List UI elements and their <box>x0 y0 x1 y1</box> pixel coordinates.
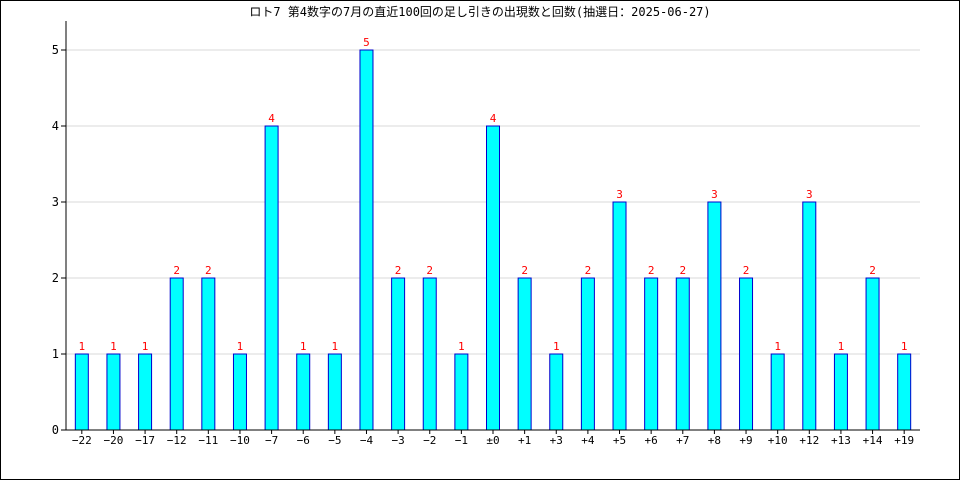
bar <box>232 353 247 431</box>
x-tick-label: −1 <box>455 434 468 447</box>
y-tick-label: 4 <box>52 119 59 133</box>
x-tick-label: −2 <box>423 434 436 447</box>
bar <box>138 353 153 431</box>
data-label: 2 <box>585 264 592 277</box>
data-label: 1 <box>142 340 149 353</box>
bar <box>169 277 184 431</box>
data-label: 1 <box>300 340 307 353</box>
data-label: 4 <box>268 112 275 125</box>
x-tick-label: −17 <box>135 434 155 447</box>
data-label: 2 <box>395 264 402 277</box>
x-tick-label: −7 <box>265 434 278 447</box>
chart-title: ロト7 第4数字の7月の直近100回の足し引きの出現数と回数(抽選日：2025-… <box>249 5 711 19</box>
x-tick-label: −3 <box>391 434 404 447</box>
bar <box>201 277 216 431</box>
bar <box>833 353 848 431</box>
data-label: 2 <box>205 264 212 277</box>
x-tick-label: +9 <box>739 434 752 447</box>
y-tick-label: 0 <box>52 423 59 437</box>
data-labels: 1 1 1 2 2 1 4 1 1 5 2 2 1 4 2 1 2 3 2 2 3 2 1 3 1 2 1 <box>79 36 908 353</box>
data-label: 5 <box>363 36 370 49</box>
x-tick-label: −20 <box>104 434 124 447</box>
bar <box>422 277 437 431</box>
x-tick-label: +10 <box>768 434 788 447</box>
x-tick-label: +12 <box>799 434 819 447</box>
data-label: 1 <box>774 340 781 353</box>
bar <box>707 201 722 431</box>
y-tick-label: 5 <box>52 43 59 57</box>
axes: 0 1 2 3 4 5 −22 −20 −17 −12 −11 −10 −7 −6 −5 −4 −3 −2 −1 ±0… <box>52 21 920 447</box>
bar <box>106 353 121 431</box>
y-tick-label: 2 <box>52 271 59 285</box>
data-label: 1 <box>110 340 117 353</box>
x-tick-label: −4 <box>360 434 374 447</box>
data-label: 1 <box>332 340 339 353</box>
data-label: 2 <box>743 264 750 277</box>
x-tick-label: +14 <box>863 434 883 447</box>
bar <box>739 277 754 431</box>
x-tick-label: −10 <box>230 434 250 447</box>
bar <box>264 125 279 431</box>
data-label: 3 <box>806 188 813 201</box>
data-label: 4 <box>490 112 497 125</box>
x-tick-label: +7 <box>676 434 689 447</box>
x-tick-label: +19 <box>894 434 914 447</box>
bar <box>391 277 406 431</box>
x-tick-label: −6 <box>297 434 310 447</box>
y-tick-label: 3 <box>52 195 59 209</box>
data-label: 1 <box>901 340 908 353</box>
data-label: 2 <box>648 264 655 277</box>
x-tick-label: +3 <box>550 434 563 447</box>
bar <box>865 277 880 431</box>
data-label: 2 <box>426 264 433 277</box>
bar <box>517 277 532 431</box>
x-tick-label: +6 <box>645 434 658 447</box>
bar <box>897 353 912 431</box>
bar <box>612 201 627 431</box>
bar <box>454 353 469 431</box>
data-label: 1 <box>458 340 465 353</box>
data-label: 1 <box>838 340 845 353</box>
data-label: 1 <box>237 340 244 353</box>
x-tick-label: −11 <box>198 434 218 447</box>
x-tick-label: +13 <box>831 434 851 447</box>
bar <box>644 277 659 431</box>
bar <box>549 353 564 431</box>
bar <box>74 353 89 431</box>
data-label: 2 <box>679 264 686 277</box>
data-label: 2 <box>869 264 876 277</box>
x-tick-label: +5 <box>613 434 626 447</box>
data-label: 3 <box>711 188 718 201</box>
x-tick-label: +1 <box>518 434 531 447</box>
bar <box>486 125 500 431</box>
data-label: 3 <box>616 188 623 201</box>
x-tick-label: −22 <box>72 434 92 447</box>
x-tick-label: −12 <box>167 434 187 447</box>
x-tick-label: +8 <box>708 434 721 447</box>
bars <box>74 49 912 431</box>
y-tick-label: 1 <box>52 347 59 361</box>
bar <box>580 277 595 431</box>
bar <box>359 49 374 431</box>
data-label: 2 <box>521 264 528 277</box>
data-label: 1 <box>553 340 560 353</box>
x-tick-label: −5 <box>328 434 341 447</box>
data-label: 1 <box>79 340 86 353</box>
x-tick-label: ±0 <box>486 434 499 447</box>
bar <box>802 201 817 431</box>
bar <box>675 277 690 431</box>
bar <box>296 353 311 431</box>
x-tick-label: +4 <box>581 434 595 447</box>
bar <box>770 353 785 431</box>
bar <box>327 353 342 431</box>
data-label: 2 <box>173 264 180 277</box>
